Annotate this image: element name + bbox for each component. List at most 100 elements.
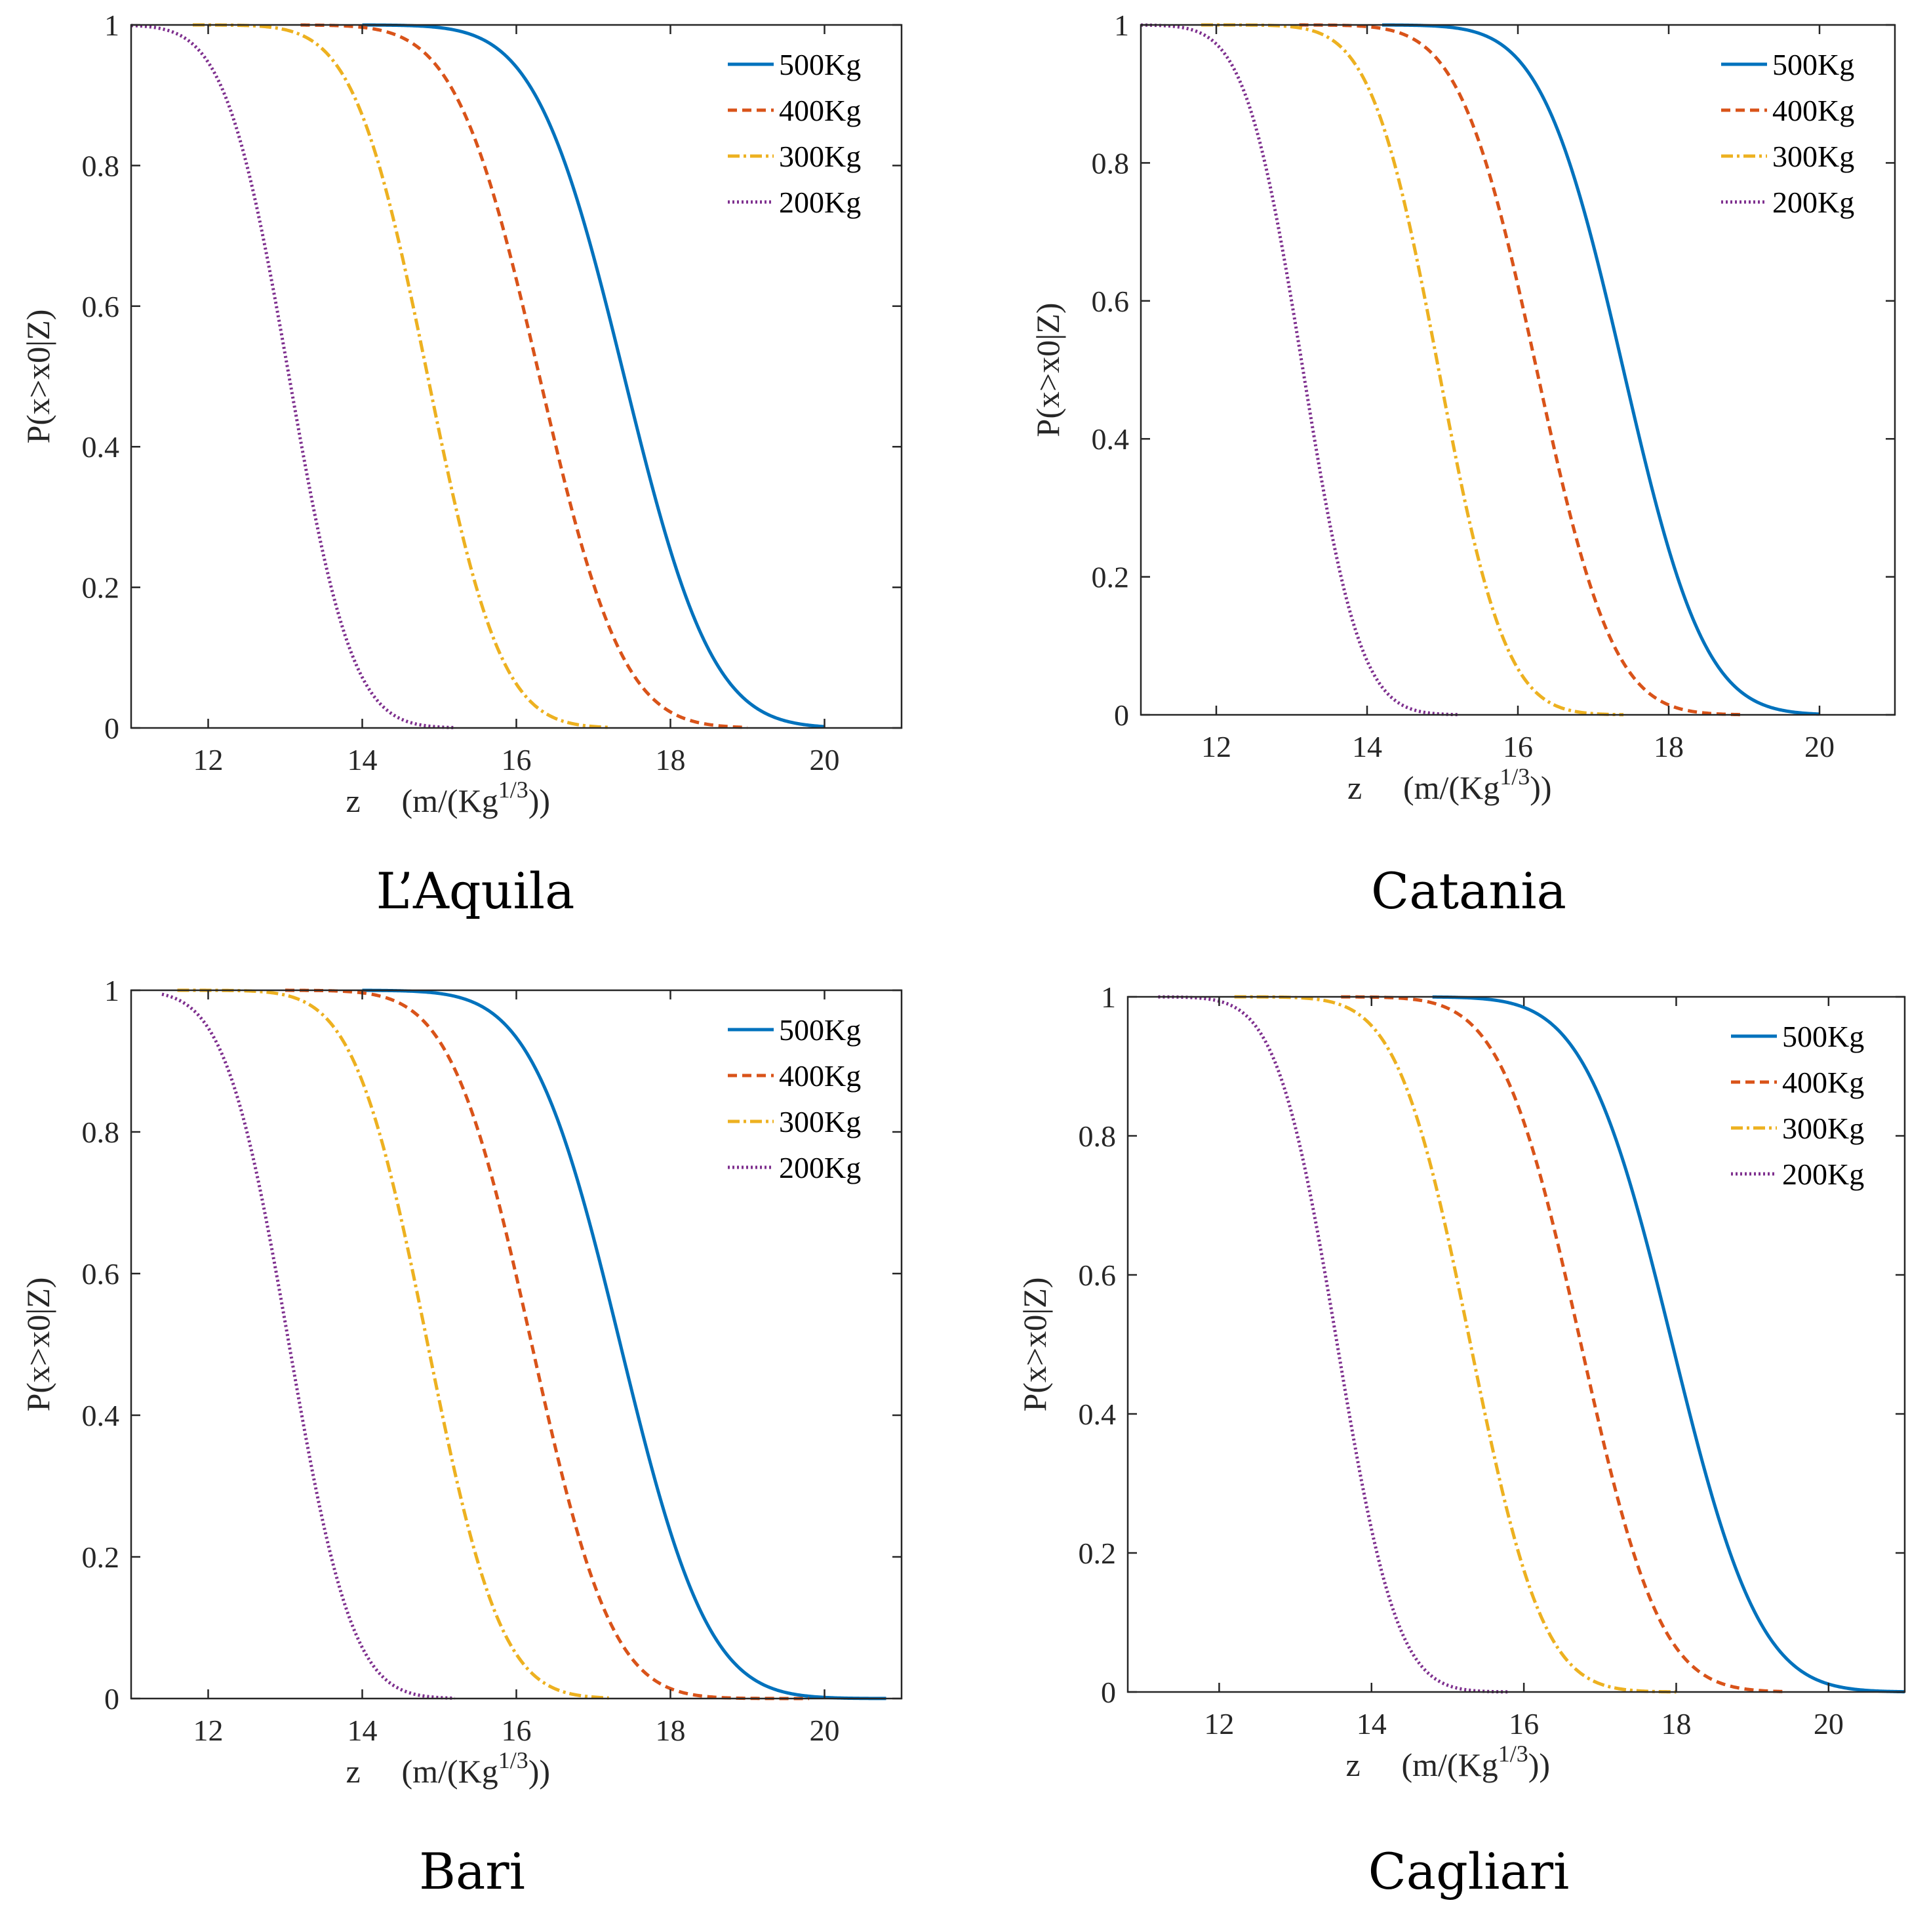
panel-3-x-axis-label-unit: (m/(Kg1/3)) — [402, 1747, 551, 1790]
panel-3-series-200Kg-curve — [161, 992, 456, 1700]
panel-4-caption: Cagliari — [1368, 1842, 1570, 1901]
panel-4-axes-box — [1126, 996, 1906, 1693]
panel-3-legend-label-200Kg: 200Kg — [779, 1151, 861, 1184]
panel-2-legend-label-200Kg: 200Kg — [1772, 186, 1854, 219]
panel-2-x-tick-label: 18 — [1654, 730, 1684, 763]
panel-4-y-tick-label: 0.6 — [1079, 1258, 1117, 1292]
panel-4-y-tick-label: 0.4 — [1079, 1398, 1117, 1431]
panel-2-legend-label-300Kg: 300Kg — [1772, 140, 1854, 173]
panel-4: 12 14 16 18 20 0 0.2 0.4 0.6 0.8 1 P(x>x0|Z) z (m/(Kg… — [1016, 980, 1906, 1901]
panel-3-x-tick-label: 16 — [502, 1714, 532, 1747]
panel-1-y-tick-label: 1 — [104, 9, 119, 42]
panel-4-y-tick-label: 0.2 — [1079, 1537, 1117, 1570]
panel-2-x-tick-label: 20 — [1804, 730, 1835, 763]
panel-4-series-300Kg-curve — [1233, 995, 1677, 1694]
panel-1-series-200Kg-curve — [130, 24, 456, 729]
panel-3-legend-label-400Kg: 400Kg — [779, 1059, 861, 1093]
panel-2-x-tick-label: 12 — [1201, 730, 1231, 763]
panel-2-x-axis-unit-main: (m/(Kg — [1403, 769, 1500, 806]
panel-3-series-300Kg-curve — [176, 988, 610, 1700]
panel-3-x-tick-label: 20 — [810, 1714, 840, 1747]
panel-2-x-axis-label-symbol: z — [1347, 769, 1362, 806]
panel-1-x-axis-label-unit: (m/(Kg1/3)) — [402, 776, 551, 819]
panel-1-series-300Kg-curve — [192, 23, 610, 729]
panel-2-y-tick-label: 1 — [1114, 9, 1129, 42]
panel-4-legend-label-500Kg: 500Kg — [1782, 1020, 1864, 1053]
panel-1-legend-label-500Kg: 500Kg — [779, 48, 861, 81]
panel-3-x-axis-unit-close: )) — [528, 1753, 550, 1790]
panel-3-x-tick-label: 12 — [193, 1714, 224, 1747]
panel-1-y-tick-label: 0.2 — [82, 571, 120, 605]
panel-3-y-tick-label: 0.6 — [82, 1257, 120, 1291]
panel-4-x-tick-label: 14 — [1357, 1707, 1387, 1741]
panel-1-x-tick-label: 16 — [502, 743, 532, 776]
panel-3-legend-label-500Kg: 500Kg — [779, 1013, 861, 1047]
panel-4-x-tick-label: 18 — [1661, 1707, 1691, 1741]
panel-2-y-tick-label: 0 — [1114, 698, 1129, 732]
panel-2-series-400Kg-curve — [1298, 23, 1745, 717]
panel-3-y-tick-label: 0.2 — [82, 1540, 120, 1574]
panel-3-y-tick-label: 0.8 — [82, 1116, 120, 1149]
panel-1-legend-label-400Kg: 400Kg — [779, 94, 861, 127]
panel-1-axes-box — [130, 24, 903, 729]
panel-2-x-axis-label-unit: (m/(Kg1/3)) — [1403, 763, 1552, 806]
panel-4-x-axis-unit-exponent: 1/3 — [1498, 1741, 1528, 1767]
panel-3-series-500Kg-curve — [362, 988, 886, 1701]
panel-1-x-axis-label-symbol: z — [346, 782, 361, 819]
panel-2-series-200Kg-curve — [1140, 23, 1459, 717]
panel-1-y-tick-label: 0.6 — [82, 290, 120, 323]
panel-1-series-400Kg-curve — [300, 23, 748, 729]
panel-3-y-tick-label: 0.4 — [82, 1399, 120, 1432]
panel-3-series-400Kg-curve — [285, 988, 810, 1701]
panel-3-x-axis-unit-main: (m/(Kg — [402, 1753, 498, 1790]
panel-1-x-axis-unit-close: )) — [528, 782, 550, 819]
panel-3-y-tick-label: 1 — [104, 974, 119, 1007]
panel-1-legend-label-300Kg: 300Kg — [779, 140, 861, 173]
panel-1-caption: L’Aquila — [376, 862, 575, 920]
panel-1-legend-label-200Kg: 200Kg — [779, 186, 861, 219]
panel-2-caption: Catania — [1371, 862, 1566, 920]
panel-4-x-tick-label: 12 — [1204, 1707, 1234, 1741]
panel-3-y-axis-label: P(x>x0|Z) — [20, 1278, 56, 1412]
panel-3-x-tick-label: 18 — [656, 1714, 686, 1747]
panel-4-x-axis-label-unit: (m/(Kg1/3)) — [1402, 1741, 1551, 1783]
panel-1-x-tick-label: 18 — [656, 743, 686, 776]
panel-4-legend-label-300Kg: 300Kg — [1782, 1112, 1864, 1145]
panel-4-x-axis-label-symbol: z — [1346, 1746, 1361, 1783]
panel-3-y-tick-label: 0 — [104, 1682, 119, 1716]
panel-2-axes-box — [1140, 24, 1896, 716]
panel-2-x-axis-unit-close: )) — [1530, 769, 1551, 806]
panel-4-y-axis-label: P(x>x0|Z) — [1016, 1278, 1053, 1412]
panel-2-x-axis-unit-exponent: 1/3 — [1500, 763, 1530, 790]
panel-1-x-tick-label: 14 — [348, 743, 378, 776]
panel-3-x-axis-label-symbol: z — [346, 1753, 361, 1790]
panel-2-x-tick-label: 14 — [1352, 730, 1382, 763]
panel-4-legend-label-400Kg: 400Kg — [1782, 1066, 1864, 1099]
panel-3-x-tick-label: 14 — [348, 1714, 378, 1747]
panel-1-series-500Kg-curve — [361, 23, 825, 729]
panel-2-legend-label-500Kg: 500Kg — [1772, 48, 1854, 81]
panel-2-x-tick-label: 16 — [1503, 730, 1533, 763]
panel-2: 12 14 16 18 20 0 0.2 0.4 0.6 0.8 1 P(x>x0|Z) z (m/(Kg… — [1029, 9, 1896, 920]
panel-2-legend-label-400Kg: 400Kg — [1772, 94, 1854, 127]
panel-1-x-tick-label: 12 — [193, 743, 224, 776]
panel-4-x-axis-unit-main: (m/(Kg — [1402, 1746, 1498, 1783]
panel-1-x-axis-unit-exponent: 1/3 — [498, 776, 528, 803]
panel-4-series-200Kg-curve — [1157, 995, 1510, 1694]
panel-1-y-tick-label: 0.4 — [82, 430, 120, 464]
panel-2-y-tick-label: 0.8 — [1092, 146, 1130, 180]
panel-1-x-tick-label: 20 — [810, 743, 840, 776]
panel-4-y-tick-label: 1 — [1101, 980, 1116, 1014]
panel-1-y-tick-label: 0.8 — [82, 149, 120, 182]
panel-2-y-tick-label: 0.6 — [1092, 285, 1130, 318]
panel-2-y-tick-label: 0.2 — [1092, 561, 1130, 594]
panel-2-y-axis-label: P(x>x0|Z) — [1029, 303, 1066, 437]
panel-4-x-tick-label: 20 — [1814, 1707, 1844, 1741]
panel-1: 12 14 16 18 20 0 0.2 0.4 0.6 0.8 1 P(x>x0|Z) z (m/(Kg… — [20, 9, 903, 920]
panel-4-series-400Kg-curve — [1340, 995, 1783, 1693]
panel-1-y-axis-label: P(x>x0|Z) — [20, 310, 56, 444]
panel-2-y-tick-label: 0.4 — [1092, 422, 1130, 456]
panel-1-x-axis-unit-main: (m/(Kg — [402, 782, 498, 819]
panel-4-series-500Kg-curve — [1432, 995, 1905, 1694]
